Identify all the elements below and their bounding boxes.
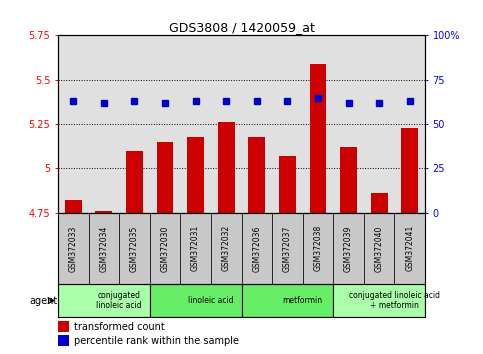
Bar: [156, 142, 173, 213]
Bar: [180, 213, 211, 284]
Bar: [65, 200, 82, 213]
Text: GSM372037: GSM372037: [283, 225, 292, 272]
Bar: [364, 213, 395, 284]
Text: percentile rank within the sample: percentile rank within the sample: [74, 336, 240, 346]
Text: GSM372031: GSM372031: [191, 225, 200, 272]
Bar: [242, 284, 333, 317]
Text: linoleic acid: linoleic acid: [188, 296, 234, 305]
Bar: [279, 156, 296, 213]
Bar: [119, 213, 150, 284]
Text: conjugated
linoleic acid: conjugated linoleic acid: [96, 291, 142, 310]
Bar: [88, 213, 119, 284]
Text: GSM372040: GSM372040: [375, 225, 384, 272]
Bar: [248, 137, 265, 213]
Bar: [371, 193, 387, 213]
Bar: [96, 211, 112, 213]
Bar: [340, 147, 357, 213]
Text: GSM372034: GSM372034: [99, 225, 108, 272]
Text: GSM372038: GSM372038: [313, 225, 323, 272]
Text: GSM372035: GSM372035: [130, 225, 139, 272]
Bar: [187, 137, 204, 213]
Text: GSM372033: GSM372033: [69, 225, 78, 272]
Bar: [58, 284, 150, 317]
Text: agent: agent: [30, 296, 58, 306]
Bar: [401, 128, 418, 213]
Bar: [395, 213, 425, 284]
Bar: [126, 151, 143, 213]
Bar: [58, 213, 88, 284]
Bar: [58, 335, 69, 346]
Bar: [272, 213, 303, 284]
Bar: [211, 213, 242, 284]
Text: transformed count: transformed count: [74, 321, 165, 331]
Bar: [58, 321, 69, 332]
Text: GSM372041: GSM372041: [405, 225, 414, 272]
Bar: [150, 213, 180, 284]
Bar: [310, 64, 327, 213]
Bar: [333, 284, 425, 317]
Text: GSM372039: GSM372039: [344, 225, 353, 272]
Bar: [303, 213, 333, 284]
Bar: [150, 284, 242, 317]
Text: GSM372036: GSM372036: [252, 225, 261, 272]
Text: GSM372030: GSM372030: [160, 225, 170, 272]
Text: conjugated linoleic acid
+ metformin: conjugated linoleic acid + metformin: [349, 291, 440, 310]
Bar: [333, 213, 364, 284]
Text: GSM372032: GSM372032: [222, 225, 231, 272]
Bar: [218, 122, 235, 213]
Title: GDS3808 / 1420059_at: GDS3808 / 1420059_at: [169, 21, 314, 34]
Text: metformin: metformin: [283, 296, 323, 305]
Bar: [242, 213, 272, 284]
